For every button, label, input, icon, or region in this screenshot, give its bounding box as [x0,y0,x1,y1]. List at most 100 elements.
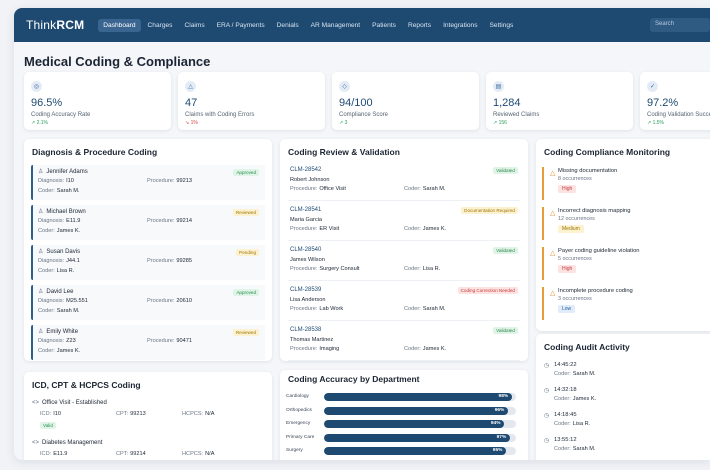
stat-card: ✓ 97.2% Coding Validation Success ↗ 1.5% [640,72,710,130]
procedure-label: Procedure: [290,346,318,352]
audit-entry[interactable]: ◷ 14:32:18 Coder: James K. [544,387,704,413]
coder-value: Lisa R. [572,421,591,427]
stat-value: 47 [185,97,198,109]
code-icon: <> [32,400,40,406]
status-badge: Validated [493,247,518,254]
coder-value: James K. [422,226,447,232]
list-item[interactable]: ♙ Jennifer Adams Approved Diagnosis: I10 Proc… [31,165,265,200]
procedure-label: Procedure: [290,186,318,192]
list-item[interactable]: ♙ Michael Brown Reviewed Diagnosis: E11.9 Pro… [31,205,265,240]
list-item[interactable]: CLM-28541 Maria Garcia Documentation Requi… [288,205,520,241]
patient-name-text: Michael Brown [46,209,86,215]
list-item[interactable]: CLM-28542 Robert Johnson Validated Procedur… [288,165,520,201]
compliance-issue[interactable]: △ Incomplete procedure coding 3 occurrence… [542,287,710,320]
nav-item-claims[interactable]: Claims [184,21,205,29]
compliance-issue[interactable]: △ Payer coding guideline violation 5 occur… [542,247,710,280]
nav-item-denials[interactable]: Denials [276,21,299,29]
icd-code: ICD: I10 [40,411,61,417]
nav-item-era-payments[interactable]: ERA / Payments [216,21,265,29]
list-item[interactable]: CLM-28540 James Wilson Validated Procedure:… [288,245,520,281]
nav-item-charges[interactable]: Charges [147,21,173,29]
warning-icon: △ [550,250,556,257]
audit-entry[interactable]: ◷ 13:55:12 Coder: Sarah M. [544,437,704,460]
hcpcs-code-label: HCPCS: [182,451,204,457]
cpt-code-value: 99213 [130,411,146,417]
section-title: Diagnosis & Procedure Coding [32,147,158,157]
coder-label: Coder: [554,396,571,402]
claim-id-link[interactable]: CLM-28541 [290,207,322,213]
claim-id-link[interactable]: CLM-28540 [290,247,322,253]
audit-entry[interactable]: ◷ 14:18:45 Coder: Lisa R. [544,412,704,438]
claim-id-link[interactable]: CLM-28539 [290,287,322,293]
issue-title: Incomplete procedure coding [558,288,633,294]
nav-item-integrations[interactable]: Integrations [443,21,478,29]
stat-change: ↗ 1.5% [647,120,664,126]
nav-item-reports[interactable]: Reports [407,21,432,29]
accuracy-by-department-card: Coding Accuracy by Department Cardiology… [280,370,528,460]
patient-name: ♙ Jennifer Adams [38,168,88,175]
list-item[interactable]: CLM-28538 Thomas Martinez Validated Procedu… [288,325,520,361]
cpt-code-label: CPT: [116,411,129,417]
stat-value: 94/100 [339,97,373,109]
status-badge: Valid [40,422,56,429]
patient-name: Thomas Martinez [290,337,334,343]
list-item[interactable]: ♙ David Lee Approved Diagnosis: M25.551 Proce… [31,285,265,320]
bar-track: 97% [324,433,516,442]
list-item[interactable]: <> Diabetes Management ICD: E11.9 CPT: 99214 H… [32,440,264,460]
procedure-code-value: 99213 [176,178,192,184]
coder-value: Sarah M. [56,188,80,194]
issue-count: 3 occurrences [558,296,592,302]
cpt-code: CPT: 99213 [116,411,146,417]
procedure: Procedure: ER Visit [290,226,339,232]
coder-label: Coder: [404,306,421,312]
severity-badge: High [558,265,577,273]
list-item[interactable]: CLM-28539 Lisa Anderson Coding Correction … [288,285,520,321]
procedure-value: ER Visit [319,226,340,232]
stat-value: 97.2% [647,97,679,109]
audit-time: 13:55:12 [554,437,577,443]
procedure-code: Procedure: 99213 [147,178,192,184]
patient-name-text: Emily White [46,329,79,335]
patient-name: Maria Garcia [290,217,323,223]
code-entry-title: <> Office Visit - Established [32,400,107,406]
department-label: Orthopedics [286,407,312,413]
diagnosis-code: Diagnosis: E11.9 [38,218,80,224]
procedure-value: Office Visit [319,186,346,192]
section-title: Coding Compliance Monitoring [544,147,671,157]
severity-badge: High [558,185,577,193]
hcpcs-code: HCPCS: N/A [182,411,214,417]
procedure-value: Imaging [319,346,340,352]
nav-item-dashboard[interactable]: Dashboard [98,18,141,32]
coder-value: Sarah M. [422,186,446,192]
coder-label: Coder: [38,268,55,274]
patient-name: ♙ David Lee [38,288,73,295]
nav-item-ar-management[interactable]: AR Management [310,21,361,29]
coder-label: Coder: [404,266,421,272]
list-item[interactable]: ♙ Emily White Reviewed Diagnosis: Z23 Procedu… [31,325,265,360]
severity-badge: Medium [558,225,584,233]
compliance-issue[interactable]: △ Incorrect diagnosis mapping 12 occurrenc… [542,207,710,240]
list-item[interactable]: <> Office Visit - Established ICD: I10 CPT: 9… [32,400,264,436]
bar-fill: 95% [324,447,507,455]
clock-icon: ◷ [544,363,550,369]
claim-id-link[interactable]: CLM-28542 [290,167,322,173]
diagnosis-code: Diagnosis: M25.551 [38,298,88,304]
claim-id-link[interactable]: CLM-28538 [290,327,322,333]
coder-value: James K. [56,348,81,354]
procedure-code: Procedure: 99285 [147,258,192,264]
stat-label: Compliance Score [339,112,389,118]
list-item[interactable]: ♙ Susan Davis Pending Diagnosis: J44.1 Proced… [31,245,265,280]
target-icon: ◎ [31,81,42,92]
search-input[interactable]: Search [650,18,710,32]
coder-value: James K. [56,228,81,234]
nav-item-settings[interactable]: Settings [489,21,514,29]
coder-label: Coder: [554,421,571,427]
nav-item-patients[interactable]: Patients [372,21,396,29]
app-logo[interactable]: ThinkRCM [26,18,85,32]
bar-fill: 96% [324,406,509,415]
procedure: Procedure: Imaging [290,346,339,352]
diagnosis-code-label: Diagnosis: [38,298,65,304]
compliance-issue[interactable]: △ Missing documentation 8 occurrences High [542,167,710,200]
patient-name: ♙ Emily White [38,328,78,335]
audit-entry[interactable]: ◷ 14:45:22 Coder: Sarah M. [544,362,704,388]
